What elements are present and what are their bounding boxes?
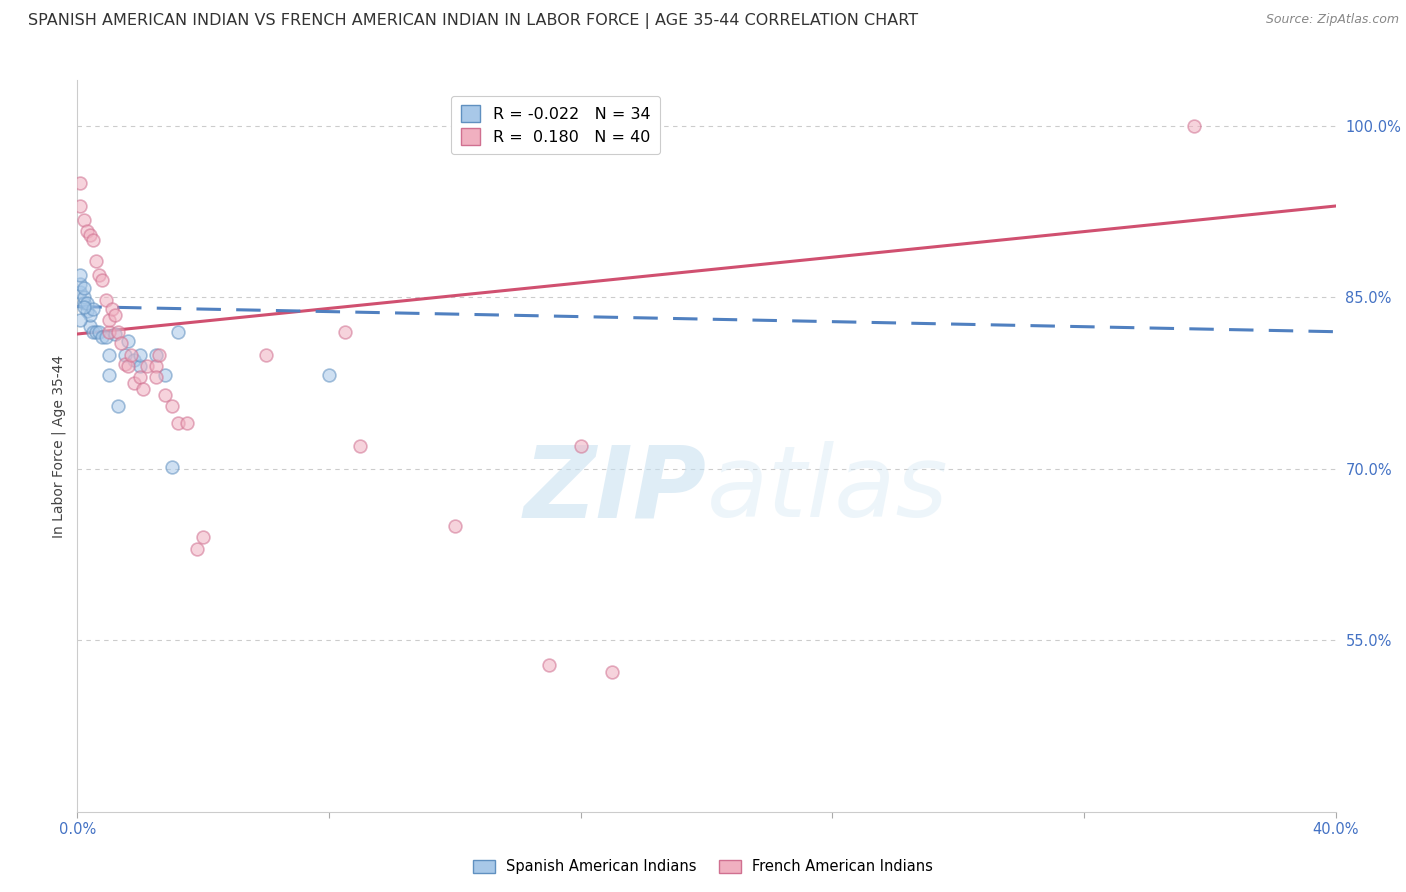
Point <box>155 387 177 401</box>
Point <box>72 296 94 310</box>
Point <box>76 224 98 238</box>
Point <box>600 665 623 680</box>
Point <box>69 277 91 291</box>
Point <box>160 459 183 474</box>
Point <box>114 357 136 371</box>
Point <box>97 313 120 327</box>
Point <box>72 290 94 304</box>
Point <box>72 212 94 227</box>
Point <box>129 347 152 362</box>
Point <box>76 304 98 318</box>
Point <box>89 268 111 282</box>
Point <box>554 130 576 145</box>
Point <box>97 347 120 362</box>
Point <box>97 325 120 339</box>
Point <box>349 439 371 453</box>
Text: Source: ZipAtlas.com: Source: ZipAtlas.com <box>1265 13 1399 27</box>
Point <box>569 439 592 453</box>
Point <box>69 199 91 213</box>
Point <box>254 347 277 362</box>
Text: ZIP: ZIP <box>523 442 707 539</box>
Point <box>167 416 190 430</box>
Point <box>107 325 129 339</box>
Point <box>191 530 215 544</box>
Point <box>167 325 190 339</box>
Y-axis label: In Labor Force | Age 35-44: In Labor Force | Age 35-44 <box>52 354 66 538</box>
Point <box>76 296 98 310</box>
Point <box>145 370 167 384</box>
Point <box>107 399 129 413</box>
Point <box>186 541 208 556</box>
Point <box>104 308 127 322</box>
Point <box>333 325 356 339</box>
Point <box>120 347 142 362</box>
Legend: Spanish American Indians, French American Indians: Spanish American Indians, French America… <box>467 854 939 880</box>
Point <box>176 416 198 430</box>
Point <box>155 368 177 383</box>
Point <box>145 359 167 373</box>
Point <box>69 176 91 190</box>
Point <box>538 658 561 673</box>
Point <box>72 300 94 314</box>
Point <box>94 293 117 307</box>
Point <box>82 233 104 247</box>
Text: atlas: atlas <box>707 442 948 539</box>
Point <box>97 368 120 383</box>
Point <box>89 325 111 339</box>
Point <box>69 268 91 282</box>
Point <box>82 325 104 339</box>
Point <box>129 359 152 373</box>
Point <box>122 376 145 391</box>
Point <box>91 330 114 344</box>
Point <box>69 285 91 299</box>
Point <box>91 273 114 287</box>
Point <box>135 359 157 373</box>
Point <box>84 325 107 339</box>
Point <box>104 326 127 341</box>
Point <box>569 130 592 145</box>
Point <box>122 353 145 368</box>
Point <box>82 301 104 316</box>
Point <box>110 336 132 351</box>
Point <box>1182 119 1205 133</box>
Point <box>117 359 139 373</box>
Point <box>72 281 94 295</box>
Point <box>101 301 124 316</box>
Point <box>129 370 152 384</box>
Point <box>444 519 467 533</box>
Point <box>160 399 183 413</box>
Point <box>69 313 91 327</box>
Point <box>132 382 155 396</box>
Point <box>117 334 139 348</box>
Point <box>84 253 107 268</box>
Point <box>145 347 167 362</box>
Point <box>79 318 101 333</box>
Point <box>94 330 117 344</box>
Legend: R = -0.022   N = 34, R =  0.180   N = 40: R = -0.022 N = 34, R = 0.180 N = 40 <box>451 95 659 154</box>
Point <box>148 347 170 362</box>
Text: SPANISH AMERICAN INDIAN VS FRENCH AMERICAN INDIAN IN LABOR FORCE | AGE 35-44 COR: SPANISH AMERICAN INDIAN VS FRENCH AMERIC… <box>28 13 918 29</box>
Point <box>79 227 101 242</box>
Point <box>79 308 101 322</box>
Point <box>318 368 340 383</box>
Point <box>114 347 136 362</box>
